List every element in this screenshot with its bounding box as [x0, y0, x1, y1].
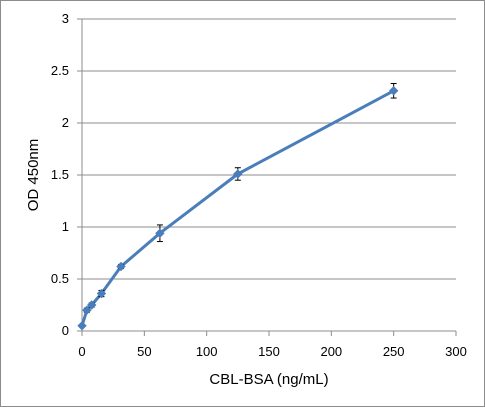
plot-area: [77, 82, 399, 331]
data-point: [233, 169, 243, 179]
x-tick-label: 50: [137, 344, 151, 359]
data-point: [388, 86, 399, 96]
data-point: [116, 261, 126, 272]
gridlines: [82, 18, 456, 280]
y-tick-label: 2: [62, 115, 69, 130]
x-tick-label: 200: [320, 344, 342, 359]
y-tick-label: 1: [62, 219, 69, 234]
x-tick-label: 0: [78, 344, 85, 359]
y-tick-label: 0: [62, 323, 69, 338]
data-point: [82, 305, 92, 315]
y-tick-label: 1.5: [51, 167, 69, 182]
data-point: [96, 288, 107, 299]
x-axis-label: CBL-BSA (ng/mL): [209, 371, 328, 388]
series-line: [80, 89, 395, 327]
data-point: [155, 228, 165, 238]
y-tick-label: 2.5: [51, 63, 69, 78]
tick-labels: 0 0.5 1 1.5 2 2.5 3 0 50 100 150 200 250 300: [51, 11, 467, 359]
data-point: [87, 300, 97, 310]
y-tick-label: 3: [62, 11, 69, 26]
x-tick-label: 250: [383, 344, 405, 359]
x-tick-label: 150: [258, 344, 280, 359]
x-tick-label: 300: [445, 344, 467, 359]
data-point: [77, 321, 87, 331]
x-tick-label: 100: [196, 344, 218, 359]
y-axis-label: OD 450nm: [25, 139, 42, 212]
axes: [77, 18, 457, 336]
y-tick-label: 0.5: [51, 271, 69, 286]
